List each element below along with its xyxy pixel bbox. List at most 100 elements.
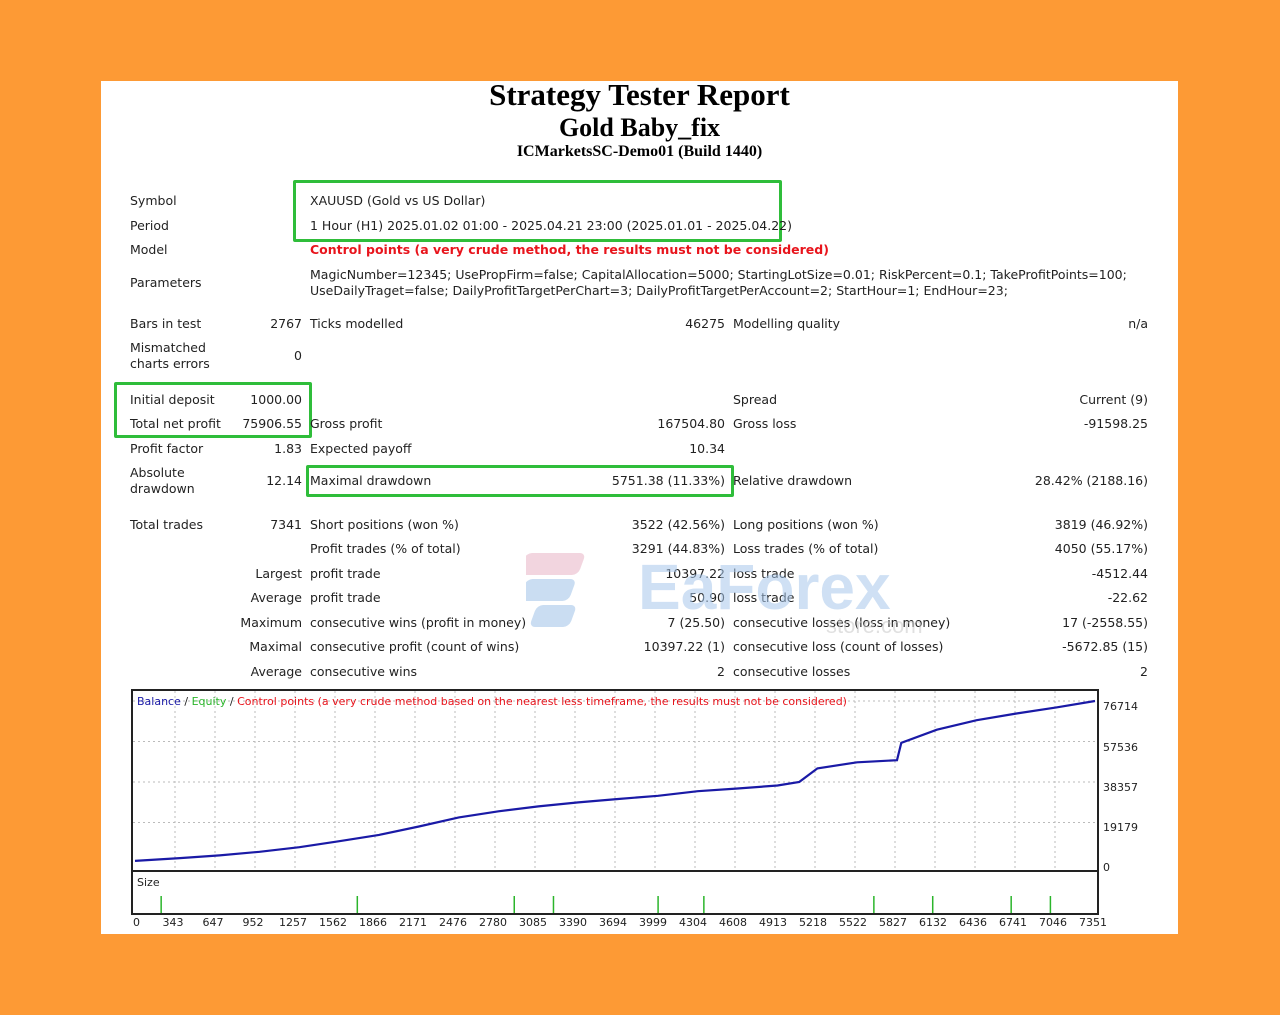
absdd-label-1: Absolute: [130, 465, 185, 480]
watermark-subtext: store.com: [826, 613, 923, 638]
chart-legend: Balance / Equity / Control points (a ver…: [137, 695, 847, 708]
maximal-loss-label: consecutive loss (count of losses): [733, 639, 944, 654]
max-wins-value: 7 (25.50): [667, 615, 725, 630]
symbol-label: Symbol: [130, 193, 177, 208]
x-tick-label: 1257: [279, 916, 307, 929]
x-tick-label: 5218: [799, 916, 827, 929]
pf-label: Profit factor: [130, 441, 204, 456]
quality-label: Modelling quality: [733, 316, 841, 331]
x-tick-label: 6436: [959, 916, 987, 929]
x-tick-label: 4913: [759, 916, 787, 929]
avg-cons-wins-value: 2: [717, 664, 725, 679]
x-tick-label: 3390: [559, 916, 587, 929]
x-tick-label: 5827: [879, 916, 907, 929]
netprofit-label: Total net profit: [130, 416, 221, 431]
largest-label: Largest: [255, 566, 302, 581]
size-panel: Size: [131, 870, 1099, 915]
maximal-profit-label: consecutive profit (count of wins): [310, 639, 520, 654]
bars-value: 2767: [270, 316, 302, 331]
model-label: Model: [130, 242, 168, 257]
quality-value: n/a: [1128, 316, 1148, 331]
x-tick-label: 5522: [839, 916, 867, 929]
ticks-label: Ticks modelled: [310, 316, 404, 331]
avg-cons-losses-value: 2: [1140, 664, 1148, 679]
x-tick-label: 2476: [439, 916, 467, 929]
max-losses-label: consecutive losses (loss in money): [733, 615, 951, 630]
y-tick-label: 76714: [1103, 700, 1138, 713]
reldd-label: Relative drawdown: [733, 473, 853, 488]
x-tick-label: 7351: [1079, 916, 1107, 929]
period-label: Period: [130, 218, 169, 233]
size-label: Size: [137, 876, 160, 889]
period-value: 1 Hour (H1) 2025.01.02 01:00 - 2025.04.2…: [310, 218, 793, 233]
payoff-label: Expected payoff: [310, 441, 412, 456]
average-profit-value: 50.90: [689, 590, 725, 605]
maximal-label: Maximal: [249, 639, 302, 654]
x-tick-label: 343: [162, 916, 184, 929]
deposit-value: 1000.00: [250, 392, 302, 407]
mismatch-label-1: Mismatched: [130, 340, 206, 355]
maximum-label: Maximum: [240, 615, 302, 630]
maximal-profit-value: 10397.22 (1): [643, 639, 725, 654]
max-losses-value: 17 (-2558.55): [1062, 615, 1148, 630]
spread-value: Current (9): [1079, 392, 1148, 407]
y-tick-label: 19179: [1103, 821, 1138, 834]
absdd-value: 12.14: [266, 473, 302, 488]
series-balance-line: [134, 699, 1096, 862]
largest-loss-value: -4512.44: [1091, 566, 1148, 581]
report-sheet: Strategy Tester Report Gold Baby_fix ICM…: [101, 77, 1178, 934]
symbol-period-highlight: [293, 180, 782, 242]
largest-profit-value: 10397.22: [665, 566, 725, 581]
bars-label: Bars in test: [130, 316, 202, 331]
x-tick-label: 3999: [639, 916, 667, 929]
watermark-mark-icon: [519, 553, 585, 627]
maxdd-label: Maximal drawdown: [310, 473, 432, 488]
average-profit-label: profit trade: [310, 590, 381, 605]
legend-equity: Equity: [191, 695, 227, 708]
parameters-line-1: MagicNumber=12345; UsePropFirm=false; Ca…: [310, 267, 1127, 282]
x-tick-label: 3694: [599, 916, 627, 929]
size-plot: [160, 896, 1052, 913]
grossprofit-label: Gross profit: [310, 416, 383, 431]
x-tick-label: 3085: [519, 916, 547, 929]
legend-separator-2: /: [226, 695, 238, 708]
x-tick-label: 6132: [919, 916, 947, 929]
legend-separator-1: /: [180, 695, 192, 708]
spread-label: Spread: [733, 392, 778, 407]
x-tick-label: 952: [242, 916, 264, 929]
absdd-label-2: drawdown: [130, 481, 195, 496]
mismatch-label-2: charts errors: [130, 356, 210, 371]
grossprofit-value: 167504.80: [657, 416, 725, 431]
grossloss-value: -91598.25: [1083, 416, 1148, 431]
x-tick-label: 1562: [319, 916, 347, 929]
symbol-value: XAUUSD (Gold vs US Dollar): [310, 193, 486, 208]
expert-name: Gold Baby_fix: [558, 113, 721, 142]
mismatch-value: 0: [294, 348, 302, 363]
x-tick-label: 0: [133, 916, 140, 929]
average-label: Average: [250, 590, 302, 605]
watermark-text: EaForex: [638, 551, 891, 623]
loss-trades-value: 4050 (55.17%): [1054, 541, 1148, 556]
profit-trades-label: Profit trades (% of total): [310, 541, 461, 556]
trades-label: Total trades: [130, 517, 204, 532]
x-tick-label: 4608: [719, 916, 747, 929]
legend-balance: Balance: [137, 695, 181, 708]
parameters-label: Parameters: [130, 275, 202, 290]
largest-loss-label: loss trade: [733, 566, 795, 581]
x-tick-label: 6741: [999, 916, 1027, 929]
deposit-label: Initial deposit: [130, 392, 215, 407]
balance-chart-plot: [133, 691, 1097, 868]
maxdd-value: 5751.38 (11.33%): [611, 473, 725, 488]
reldd-value: 28.42% (2188.16): [1034, 473, 1148, 488]
max-wins-label: consecutive wins (profit in money): [310, 615, 527, 630]
x-tick-label: 4304: [679, 916, 707, 929]
loss-trades-label: Loss trades (% of total): [733, 541, 879, 556]
short-value: 3522 (42.56%): [631, 517, 725, 532]
report-title: Strategy Tester Report: [489, 77, 790, 112]
x-tick-label: 647: [202, 916, 224, 929]
netprofit-value: 75906.55: [242, 416, 302, 431]
pf-value: 1.83: [274, 441, 302, 456]
grossloss-label: Gross loss: [733, 416, 797, 431]
y-tick-label: 0: [1103, 861, 1110, 874]
largest-profit-label: profit trade: [310, 566, 381, 581]
